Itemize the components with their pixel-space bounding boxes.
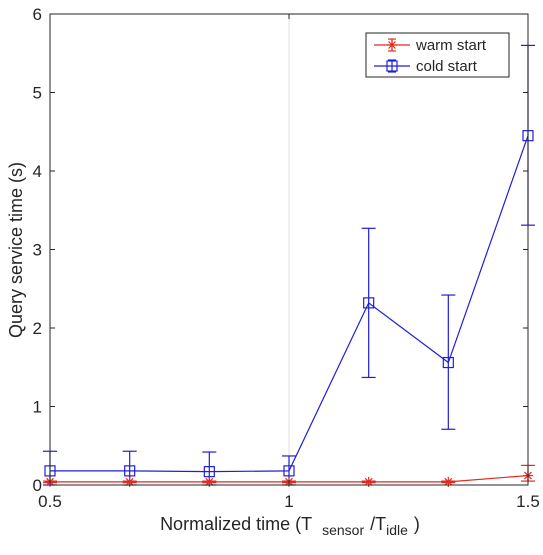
- legend: warm start cold start: [365, 32, 510, 78]
- x-axis-label-end: ): [414, 514, 420, 534]
- legend-marker: [387, 40, 397, 50]
- x-tick-label: 1: [284, 492, 293, 511]
- legend-items: warm start cold start: [374, 37, 487, 75]
- y-tick-label: 0: [33, 476, 42, 495]
- marker-stroke: [364, 477, 373, 486]
- data-point: [124, 465, 136, 477]
- y-tick-label: 4: [33, 162, 42, 181]
- marker-stroke: [444, 477, 453, 486]
- x-tick-label: 0.5: [38, 492, 62, 511]
- data-point: [363, 297, 375, 309]
- legend-entry: warm start: [374, 37, 487, 54]
- y-axis-label: Query service time (s): [6, 162, 26, 338]
- x-axis-label: Normalized time (T sensor/Tidle): [160, 514, 420, 538]
- y-tick-label: 3: [33, 241, 42, 260]
- x-tick-label: 1.5: [516, 492, 540, 511]
- legend-label: cold start: [416, 58, 478, 75]
- legend-label: warm start: [415, 37, 487, 54]
- data-point: [443, 476, 454, 487]
- y-tick-label: 5: [33, 84, 42, 103]
- legend-box: [365, 32, 510, 78]
- y-tick-label: 1: [33, 398, 42, 417]
- data-point: [283, 465, 295, 477]
- marker-stroke: [125, 477, 134, 486]
- x-axis-label-sub2: idle: [386, 522, 408, 538]
- x-axis-label-mid: /T: [370, 514, 386, 534]
- data-point: [442, 356, 454, 369]
- legend-marker: [386, 60, 398, 72]
- y-tick-label: 2: [33, 319, 42, 338]
- legend-entry: cold start: [374, 58, 478, 75]
- x-axis-label-main: Normalized time (T: [160, 514, 312, 534]
- marker-stroke: [205, 477, 214, 486]
- y-tick-label: 6: [33, 5, 42, 24]
- axis-ticks: 0.5 1 1.5 0 1 2 3 4 5 6: [33, 5, 540, 511]
- series-line: [50, 135, 529, 473]
- x-axis-label-sub1: sensor: [322, 522, 364, 538]
- data-point: [203, 466, 215, 478]
- marker-stroke: [388, 41, 396, 49]
